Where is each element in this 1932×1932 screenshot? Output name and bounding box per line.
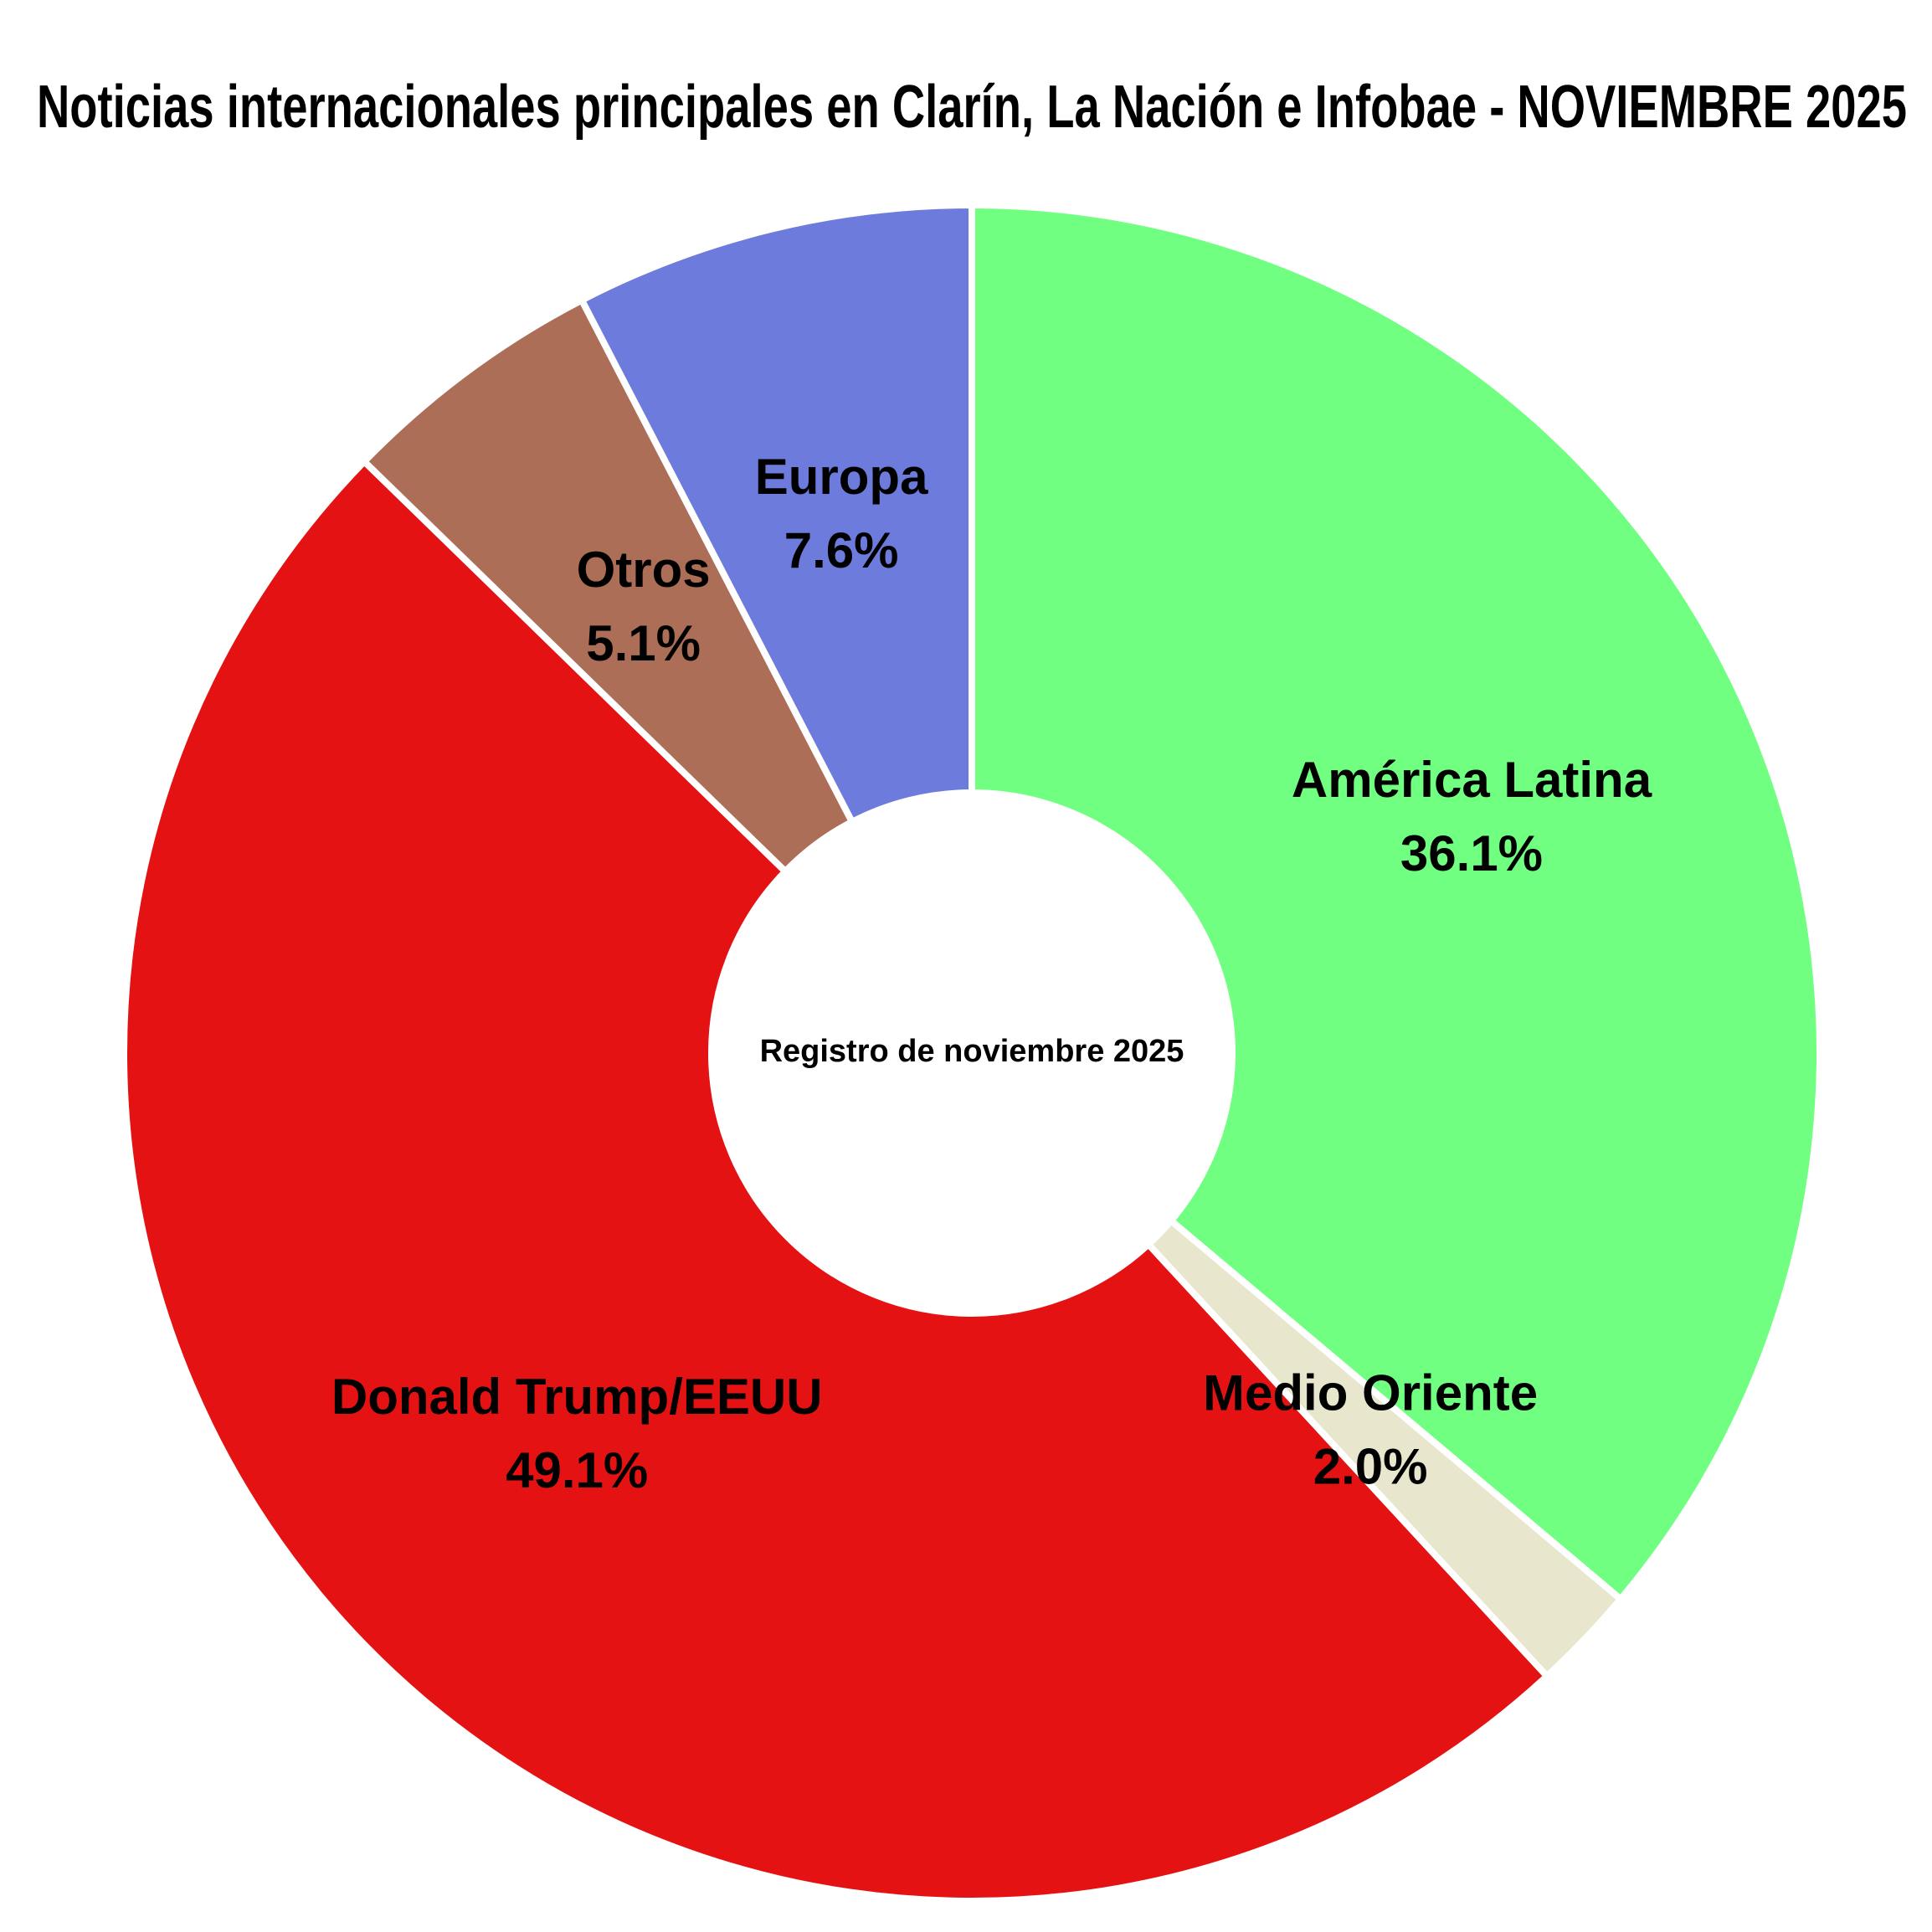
donut-slice (969, 201, 1823, 1604)
donut-slice (577, 201, 975, 827)
slice-value-label: 49.1% (506, 1442, 648, 1498)
slice-label: Europa (755, 449, 928, 505)
slice-value-label: 5.1% (586, 615, 701, 671)
slice-label: Medio Oriente (1203, 1365, 1538, 1421)
chart-title: Noticias internacionales principales en … (37, 74, 1907, 141)
slice-value-label: 36.1% (1400, 825, 1543, 881)
donut-slice (359, 295, 857, 876)
donut-slice (121, 456, 1552, 1904)
slice-label: Otros (577, 542, 711, 598)
slice-value-label: 2.0% (1313, 1439, 1428, 1495)
slice-value-label: 7.6% (784, 522, 899, 578)
slice-label: América Latina (1292, 752, 1652, 808)
slice-label: Donald Trump/EEUU (331, 1369, 823, 1425)
center-text: Registro de noviembre 2025 (760, 1034, 1184, 1069)
